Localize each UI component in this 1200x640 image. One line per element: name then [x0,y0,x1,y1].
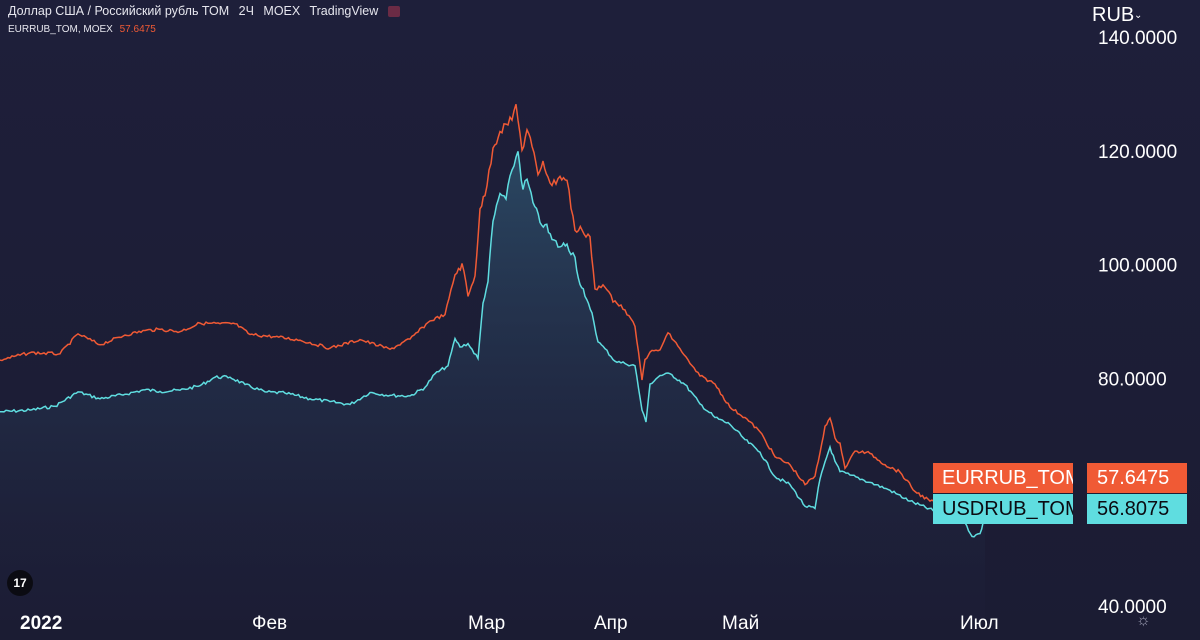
settings-icon[interactable]: ☼ [1136,612,1151,629]
chart-header: Доллар США / Российский рубль ТОМ 2Ч MOE… [8,4,406,18]
y-tick-label: 120.0000 [1098,142,1177,163]
series-name-tag: USDRUB_TOM [933,494,1073,524]
x-tick-label: Июл [960,613,999,634]
currency-selector[interactable]: RUB [1092,4,1135,26]
interval-label[interactable]: 2Ч [238,4,254,18]
tradingview-logo-icon[interactable]: 17 [7,570,33,596]
y-tick-label: 40.0000 [1098,597,1167,618]
x-tick-label: Фев [252,613,287,634]
chevron-down-icon[interactable]: ⌄ [1134,10,1143,21]
symbol-title[interactable]: Доллар США / Российский рубль ТОМ [8,4,230,18]
x-tick-label: Мар [468,613,505,634]
x-tick-label: 2022 [20,613,62,634]
series-name-tag: EURRUB_TOM [933,463,1073,493]
y-tick-label: 100.0000 [1098,256,1177,277]
compare-symbol-name[interactable]: EURRUB_TOM, MOEX [8,24,113,35]
compare-symbol-value: 57.6475 [119,24,156,35]
badge-icon[interactable] [387,6,400,18]
eurrub-series-line[interactable] [0,103,946,504]
source-label: TradingView [309,4,379,18]
usd-series-area [0,151,985,620]
series-last-value-tag: 56.8075 [1087,494,1187,524]
y-tick-label: 80.0000 [1098,369,1167,390]
y-tick-label: 140.0000 [1098,28,1177,49]
x-tick-label: Апр [594,613,628,634]
exchange-label: MOEX [263,4,301,18]
x-tick-label: Май [722,613,759,634]
series-last-value-tag: 57.6475 [1087,463,1187,493]
usdrub-series-line[interactable] [0,151,986,538]
compare-symbol-legend: EURRUB_TOM, MOEX 57.6475 [8,24,156,35]
